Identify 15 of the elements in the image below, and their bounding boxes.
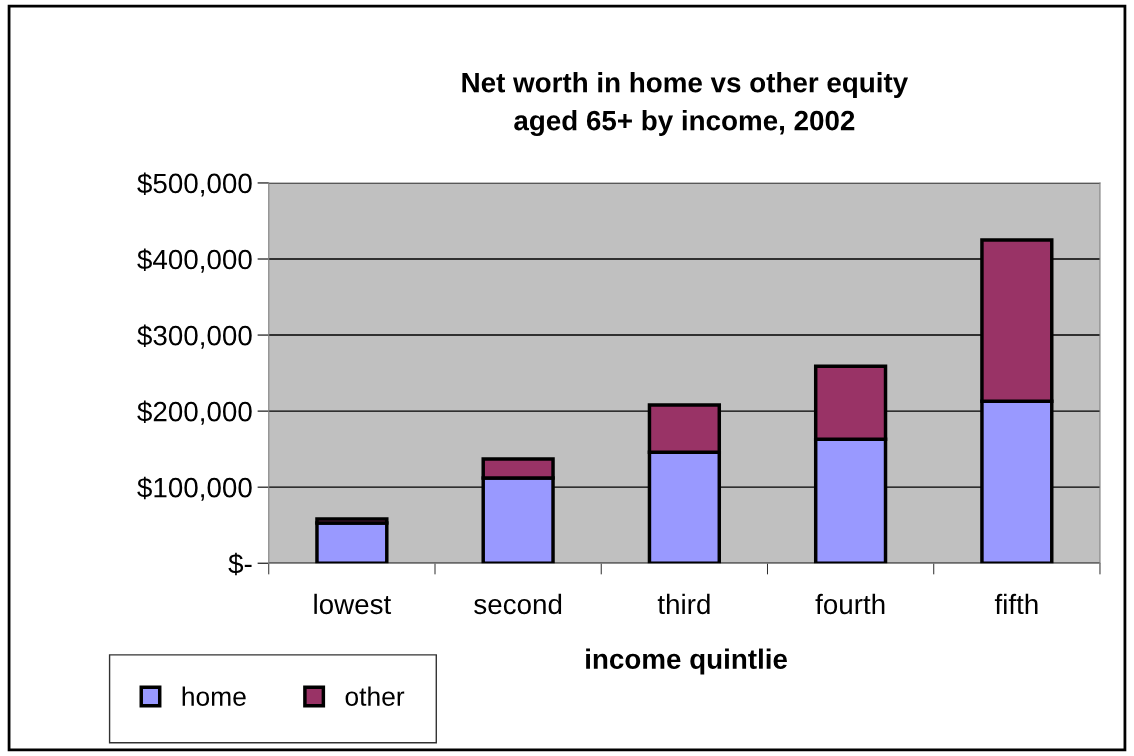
legend-label: other (345, 686, 405, 706)
x-tick-label: fifth (994, 593, 1038, 615)
y-tick-label: $400,000 (137, 248, 252, 273)
x-tick-label: lowest (314, 593, 392, 615)
x-tick-label: third (657, 593, 710, 615)
y-tick-label: $- (228, 552, 252, 576)
y-tick-label: $300,000 (137, 324, 252, 349)
chart-title: Net worth in home vs other equity aged 65+ by income, 2002 (462, 72, 909, 137)
y-tick-label: $100,000 (137, 476, 252, 501)
x-axis-title: income quintlie (586, 648, 787, 675)
x-tick-label: second (474, 593, 562, 615)
y-tick-label: $500,000 (137, 172, 252, 197)
x-tick-label: fourth (815, 593, 885, 615)
legend-label: home (182, 686, 246, 706)
y-tick-label: $200,000 (137, 400, 252, 425)
